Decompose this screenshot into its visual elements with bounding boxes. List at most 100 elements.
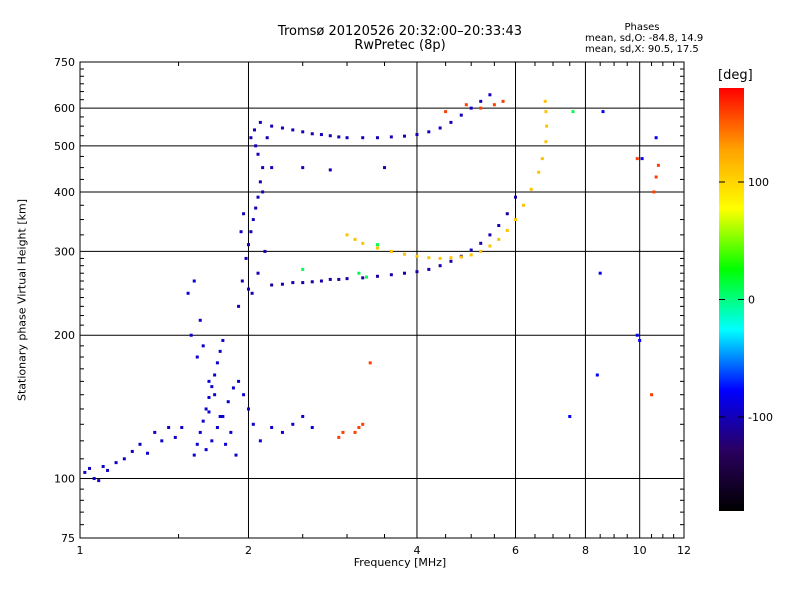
colorbar-tick-label: 0: [748, 294, 755, 307]
echo-point: [207, 410, 211, 414]
echo-point: [240, 279, 244, 283]
echo-point: [479, 249, 483, 253]
echo-point: [375, 136, 379, 140]
echo-point: [635, 157, 639, 161]
echo-point: [427, 256, 431, 260]
echo-point: [261, 166, 265, 170]
echo-point: [180, 425, 184, 429]
echo-point: [167, 425, 171, 429]
echo-point: [415, 270, 419, 274]
echo-point: [195, 442, 199, 446]
echo-point: [101, 464, 105, 468]
echo-point: [438, 256, 442, 260]
echo-point: [492, 103, 496, 107]
x-tick-label: 2: [245, 544, 252, 557]
echo-point: [122, 457, 126, 461]
echo-point: [368, 361, 372, 365]
echo-point: [438, 126, 442, 130]
echo-point: [261, 190, 265, 194]
echo-point: [258, 120, 262, 124]
echo-point: [389, 273, 393, 277]
echo-point: [213, 373, 217, 377]
echo-point: [114, 461, 118, 465]
x-tick-label: 8: [582, 544, 589, 557]
echo-point: [601, 110, 605, 114]
echo-point: [221, 414, 225, 418]
echo-point: [97, 479, 101, 483]
echo-point: [301, 267, 305, 271]
echo-point: [234, 453, 238, 457]
echo-point: [280, 430, 284, 434]
echo-point: [479, 99, 483, 103]
echo-point: [469, 106, 473, 110]
echo-point: [345, 136, 349, 140]
x-tick-label: 12: [677, 544, 691, 557]
echo-point: [375, 274, 379, 278]
echo-point: [328, 168, 332, 172]
echo-point: [319, 279, 323, 283]
echo-point: [291, 128, 295, 132]
y-tick-label: 75: [61, 532, 75, 545]
echo-point: [88, 466, 92, 470]
echo-point: [337, 277, 341, 281]
echo-point: [92, 477, 96, 481]
echo-point: [138, 442, 142, 446]
echo-point: [265, 136, 269, 140]
echo-point: [239, 230, 243, 234]
echo-point: [361, 422, 365, 426]
echo-point: [488, 93, 492, 97]
echo-point: [207, 395, 211, 399]
echo-point: [213, 393, 217, 397]
echo-point: [189, 333, 193, 337]
echo-point: [246, 243, 250, 247]
echo-point: [537, 170, 541, 174]
echo-point: [341, 430, 345, 434]
echo-point: [353, 237, 357, 241]
echo-point: [310, 132, 314, 136]
echo-point: [258, 439, 262, 443]
echo-point: [145, 451, 149, 455]
echo-point: [270, 283, 274, 287]
x-tick-label: 10: [633, 544, 647, 557]
echo-point: [231, 386, 235, 390]
echo-point: [207, 379, 211, 383]
echo-point: [210, 385, 214, 389]
echo-point: [469, 248, 473, 252]
echo-point: [427, 267, 431, 271]
echo-point: [375, 243, 379, 247]
echo-point: [221, 338, 225, 342]
y-tick-label: 300: [54, 245, 75, 258]
echo-point: [328, 134, 332, 138]
echo-point: [544, 140, 548, 144]
echo-point: [357, 271, 361, 275]
echo-point: [242, 393, 246, 397]
echo-point: [198, 318, 202, 322]
colorbar-tick-label: -100: [748, 411, 773, 424]
echo-point: [402, 134, 406, 138]
colorbar-tick-label: 100: [748, 176, 769, 189]
echo-point: [514, 218, 518, 222]
echo-point: [256, 195, 260, 199]
echo-point: [449, 256, 453, 260]
echo-point: [224, 442, 228, 446]
echo-point: [218, 349, 222, 353]
echo-point: [301, 414, 305, 418]
echo-point: [635, 333, 639, 337]
echo-point: [544, 110, 548, 114]
echo-point: [402, 271, 406, 275]
echo-point: [488, 244, 492, 248]
echo-point: [201, 419, 205, 423]
echo-point: [173, 435, 177, 439]
y-tick-label: 100: [54, 473, 75, 486]
echo-point: [215, 361, 219, 365]
echo-point: [256, 271, 260, 275]
echo-point: [543, 99, 547, 103]
echo-point: [280, 282, 284, 286]
echo-point: [246, 407, 250, 411]
echo-point: [263, 249, 267, 253]
echo-point: [361, 241, 365, 245]
echo-point: [427, 130, 431, 134]
plot-frame: [79, 61, 685, 539]
echo-point: [375, 246, 379, 250]
phases-title: Phases: [624, 22, 660, 33]
